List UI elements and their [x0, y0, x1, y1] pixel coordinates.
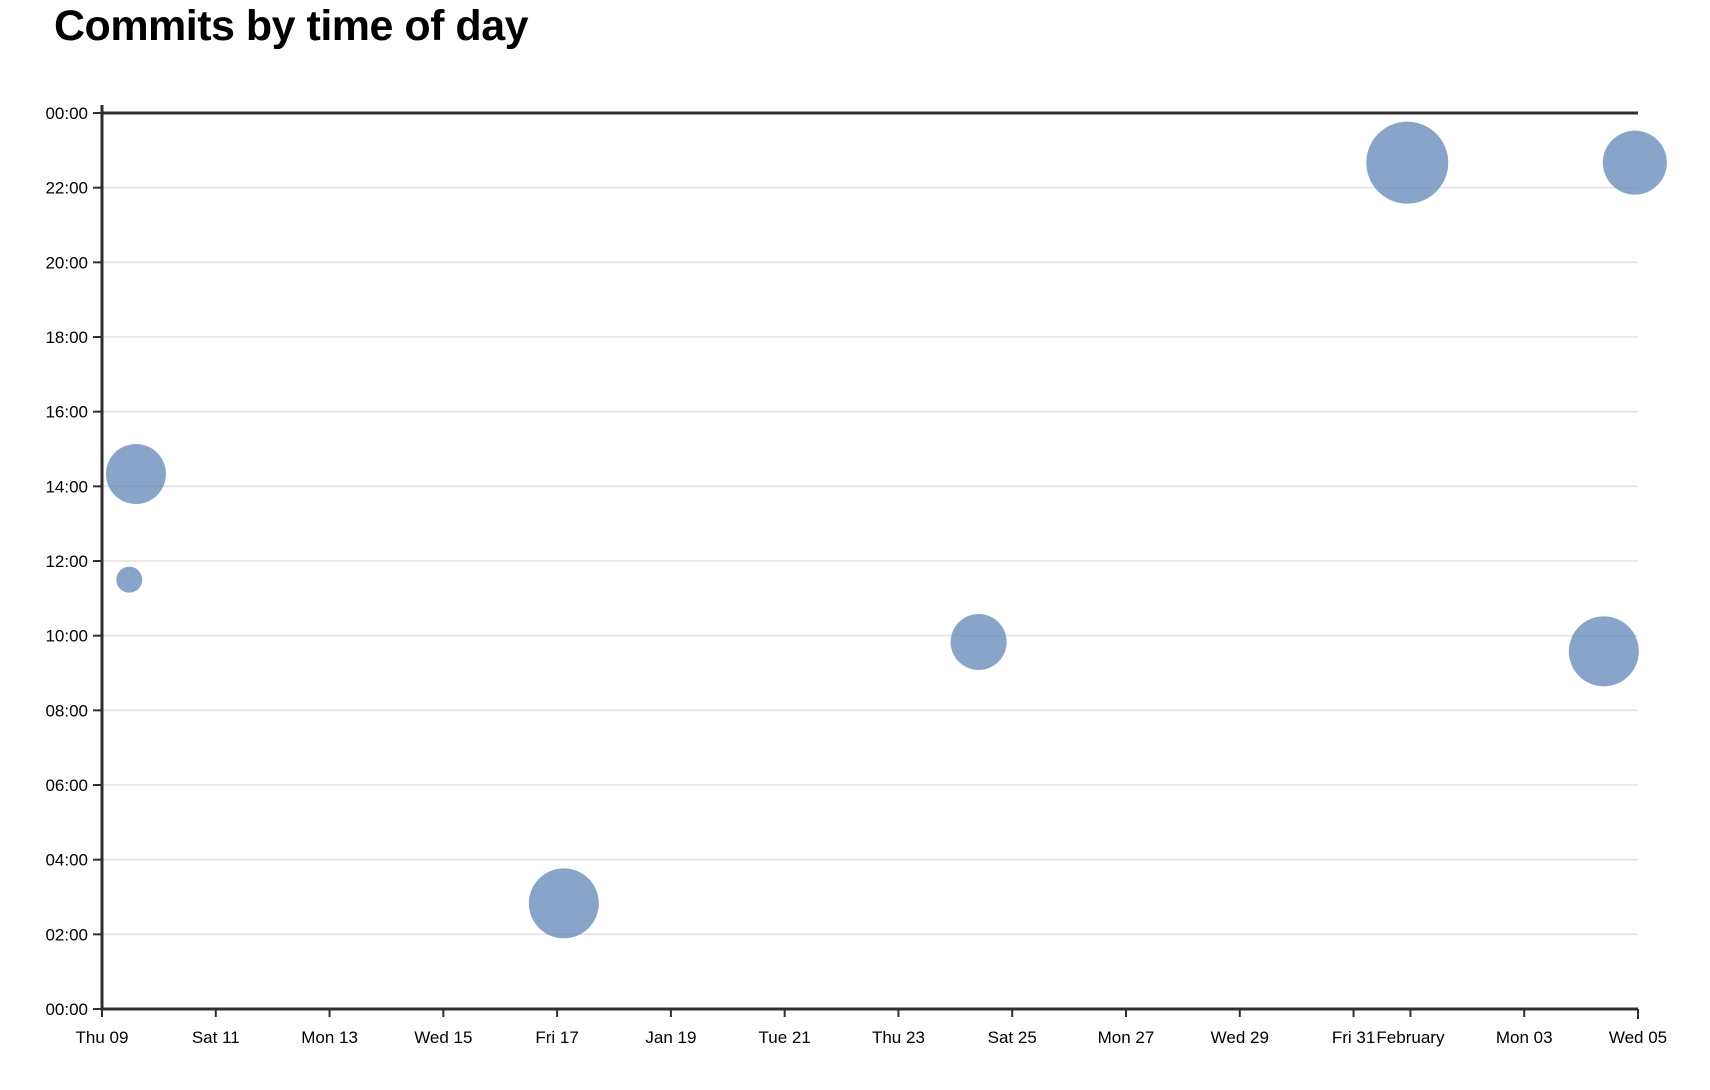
- commit-bubble-jan-17-0250[interactable]: [528, 868, 599, 939]
- y-tick-label-1600: 16:00: [45, 403, 88, 422]
- x-tick-label-fri-17: Fri 17: [535, 1028, 578, 1047]
- y-tick-label-0200: 02:00: [45, 925, 88, 944]
- commit-bubble-feb-04-0935[interactable]: [1568, 616, 1639, 687]
- y-tick-label-1200: 12:00: [45, 552, 88, 571]
- chart-title: Commits by time of day: [54, 2, 529, 50]
- x-tick-label-sat-25: Sat 25: [988, 1028, 1037, 1047]
- y-tick-label-0600: 06:00: [45, 776, 88, 795]
- x-tick-label-jan-19: Jan 19: [645, 1028, 696, 1047]
- y-tick-label-0000: 00:00: [45, 104, 88, 123]
- x-tick-label-mon-03: Mon 03: [1496, 1028, 1553, 1047]
- x-tick-label-thu-09: Thu 09: [76, 1028, 129, 1047]
- x-tick-label-sat-11: Sat 11: [192, 1028, 240, 1047]
- x-tick-label-february: February: [1376, 1028, 1445, 1047]
- x-tick-label-thu-23: Thu 23: [872, 1028, 925, 1047]
- x-tick-label-mon-27: Mon 27: [1098, 1028, 1155, 1047]
- x-tick-label-wed-15: Wed 15: [414, 1028, 472, 1047]
- x-tick-label-tue-21: Tue 21: [759, 1028, 811, 1047]
- commit-bubble-jan-31-2240[interactable]: [1366, 121, 1449, 204]
- x-tick-label-fri-31: Fri 31: [1332, 1028, 1375, 1047]
- x-tick-label-wed-29: Wed 29: [1211, 1028, 1269, 1047]
- y-tick-label-0800: 08:00: [45, 701, 88, 720]
- y-tick-label-1000: 10:00: [45, 627, 88, 646]
- y-tick-label-0000: 00:00: [45, 1000, 88, 1019]
- x-tick-label-mon-13: Mon 13: [301, 1028, 358, 1047]
- commit-bubble-jan-09-1420[interactable]: [105, 444, 166, 505]
- y-tick-label-1800: 18:00: [45, 328, 88, 347]
- y-tick-label-0400: 04:00: [45, 851, 88, 870]
- commit-bubble-jan-24-0950[interactable]: [950, 614, 1007, 671]
- y-tick-label-2200: 22:00: [45, 179, 88, 198]
- x-tick-label-wed-05: Wed 05: [1609, 1028, 1667, 1047]
- y-tick-label-2000: 20:00: [45, 253, 88, 272]
- commit-bubble-feb-04-2240[interactable]: [1602, 130, 1667, 195]
- commit-bubble-jan-09-1130[interactable]: [116, 566, 143, 593]
- y-tick-label-1400: 14:00: [45, 477, 88, 496]
